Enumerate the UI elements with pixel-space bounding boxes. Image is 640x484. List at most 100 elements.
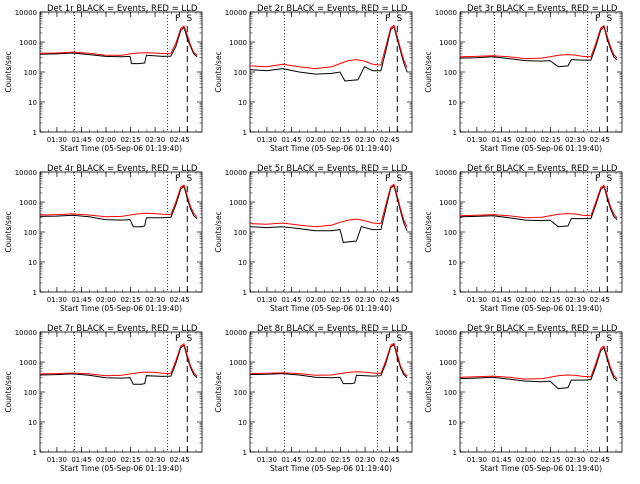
plot-frame: [249, 171, 413, 293]
marker-label-s: S: [606, 334, 612, 344]
lld-series-line: [249, 24, 408, 70]
y-tick-label: 100: [234, 69, 247, 77]
panel-title: Det 8r BLACK = Events, RED = LLD: [257, 324, 408, 334]
x-tick-label: 02:00: [96, 456, 116, 464]
y-tick-label: 10: [238, 99, 247, 107]
y-tick-label: 100: [444, 69, 457, 77]
x-axis-label: Start Time (05-Sep-06 01:19:40): [480, 144, 602, 153]
x-tick-label: 02:00: [306, 456, 326, 464]
marker-label-s: S: [606, 14, 612, 24]
x-tick-label: 02:30: [565, 456, 585, 464]
y-tick-label: 1000: [439, 199, 457, 207]
y-tick-label: 10000: [435, 329, 457, 337]
x-tick-label: 02:45: [170, 296, 190, 304]
marker-label-f: F: [385, 14, 390, 24]
y-tick-label: 10: [448, 259, 457, 267]
x-tick-label: 02:00: [516, 296, 536, 304]
panel-3: Det 3r BLACK = Events, RED = LLD 1 10 100 10…: [424, 4, 623, 153]
y-tick-label: 1: [33, 449, 37, 457]
y-axis-label: Counts/sec: [424, 371, 433, 412]
y-axis-label: Counts/sec: [4, 51, 13, 92]
x-tick-label: 01:45: [491, 296, 511, 304]
x-tick-label: 02:00: [306, 136, 326, 144]
x-axis-label: Start Time (05-Sep-06 01:19:40): [480, 464, 602, 473]
x-tick-label: 02:15: [120, 296, 140, 304]
y-tick-label: 100: [234, 389, 247, 397]
y-tick-label: 10: [28, 99, 37, 107]
panel-1: Det 1r BLACK = Events, RED = LLD 1 10 100 10…: [4, 4, 203, 153]
y-tick-label: 10000: [435, 169, 457, 177]
lld-series-line: [249, 342, 408, 377]
x-tick-label: 02:15: [330, 136, 350, 144]
y-tick-label: 1: [453, 289, 457, 297]
x-tick-label: 02:45: [380, 456, 400, 464]
plot-frame: [459, 331, 623, 453]
y-axis-label: Counts/sec: [4, 211, 13, 252]
y-axis-label: Counts/sec: [214, 371, 223, 412]
x-tick-label: 02:30: [355, 136, 375, 144]
y-tick-label: 100: [444, 389, 457, 397]
events-series-line: [39, 344, 198, 385]
x-tick-label: 02:30: [565, 136, 585, 144]
x-tick-label: 02:15: [540, 136, 560, 144]
lld-series-line: [459, 24, 618, 60]
marker-label-f: F: [175, 14, 180, 24]
marker-label-f: F: [595, 14, 600, 24]
marker-label-f: F: [595, 334, 600, 344]
x-tick-label: 01:30: [467, 136, 487, 144]
x-tick-label: 01:30: [257, 456, 277, 464]
x-tick-label: 02:30: [145, 136, 165, 144]
y-tick-label: 10000: [15, 9, 37, 17]
x-tick-label: 02:30: [355, 296, 375, 304]
y-axis-label: Counts/sec: [214, 51, 223, 92]
x-tick-label: 01:30: [467, 296, 487, 304]
x-tick-label: 01:45: [281, 296, 301, 304]
marker-label-f: F: [595, 174, 600, 184]
events-series-line: [39, 26, 198, 65]
plot-frame: [459, 11, 623, 133]
y-tick-label: 100: [24, 389, 37, 397]
x-tick-label: 01:30: [47, 456, 67, 464]
x-tick-label: 01:30: [257, 136, 277, 144]
y-tick-label: 10: [28, 259, 37, 267]
events-series-line: [249, 25, 408, 82]
x-axis-label: Start Time (05-Sep-06 01:19:40): [60, 464, 182, 473]
panel-title: Det 4r BLACK = Events, RED = LLD: [47, 164, 198, 174]
x-tick-label: 01:45: [491, 136, 511, 144]
panel-title: Det 2r BLACK = Events, RED = LLD: [257, 4, 408, 14]
marker-label-s: S: [186, 14, 192, 24]
y-axis-label: Counts/sec: [424, 211, 433, 252]
y-tick-label: 10000: [225, 329, 247, 337]
y-tick-label: 1000: [229, 359, 247, 367]
x-tick-label: 01:45: [281, 136, 301, 144]
marker-label-f: F: [385, 334, 390, 344]
x-tick-label: 02:30: [145, 456, 165, 464]
x-tick-label: 02:45: [380, 136, 400, 144]
plot-frame: [39, 11, 203, 133]
y-tick-label: 10: [238, 419, 247, 427]
y-tick-label: 10000: [435, 9, 457, 17]
x-tick-label: 02:30: [565, 296, 585, 304]
plot-frame: [39, 171, 203, 293]
panel-5: Det 5r BLACK = Events, RED = LLD 1 10 100 10…: [214, 164, 413, 313]
panel-title: Det 3r BLACK = Events, RED = LLD: [467, 4, 618, 14]
y-tick-label: 1000: [19, 359, 37, 367]
x-axis-label: Start Time (05-Sep-06 01:19:40): [270, 144, 392, 153]
y-tick-label: 10000: [15, 329, 37, 337]
panel-title: Det 5r BLACK = Events, RED = LLD: [257, 164, 408, 174]
x-tick-label: 01:30: [467, 456, 487, 464]
y-tick-label: 1: [243, 129, 247, 137]
lld-series-line: [459, 345, 618, 380]
plot-frame: [39, 331, 203, 453]
panel-title: Det 1r BLACK = Events, RED = LLD: [47, 4, 198, 14]
marker-label-s: S: [606, 174, 612, 184]
y-axis-label: Counts/sec: [4, 371, 13, 412]
events-series-line: [459, 25, 618, 68]
x-axis-label: Start Time (05-Sep-06 01:19:40): [270, 464, 392, 473]
marker-label-f: F: [385, 174, 390, 184]
lld-series-line: [39, 343, 198, 377]
lld-series-line: [249, 183, 408, 228]
y-tick-label: 1000: [439, 359, 457, 367]
y-tick-label: 1: [453, 129, 457, 137]
marker-label-s: S: [186, 334, 192, 344]
